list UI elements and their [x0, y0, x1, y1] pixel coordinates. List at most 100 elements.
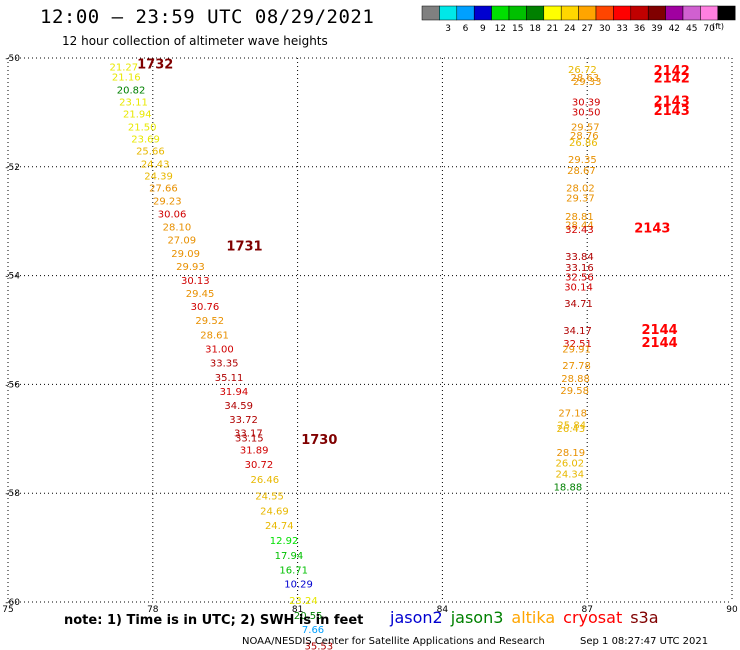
colorbar-swatch — [578, 5, 597, 21]
colorbar-tick-label: 12 — [495, 24, 506, 34]
colorbar-swatch — [456, 5, 475, 21]
swh-value-label: 21.94 — [123, 109, 152, 120]
swh-value-label: 26.43 — [556, 424, 585, 435]
swh-value-label: 33.84 — [565, 252, 594, 263]
y-tick-label: -56 — [5, 380, 20, 390]
swh-value-label: 33.17 — [234, 428, 263, 439]
swh-value-label: 28.19 — [556, 448, 585, 459]
colorbar-unit: (ft) — [712, 22, 725, 31]
swh-value-label: 32.56 — [565, 273, 594, 284]
swh-value-label: 27.18 — [558, 409, 587, 420]
y-tick-label: -58 — [5, 489, 20, 499]
colorbar-tick-label: 18 — [529, 24, 541, 34]
chart-subtitle: 12 hour collection of altimeter wave hei… — [62, 34, 328, 48]
swh-value-label: 29.93 — [176, 262, 205, 273]
colorbar-tick-label: 39 — [651, 24, 663, 34]
pass-time-label: 1730 — [301, 433, 337, 448]
colorbar-tick-label: 24 — [564, 24, 576, 34]
colorbar-swatch — [682, 5, 701, 21]
swh-value-label: 28.02 — [566, 183, 595, 194]
swh-value-label: 30.50 — [572, 107, 601, 118]
swh-value-label: 24.55 — [255, 491, 284, 502]
swh-value-label: 28.67 — [567, 166, 596, 177]
colorbar-tick-label: 33 — [616, 24, 627, 34]
satellite-legend-item: altika — [511, 608, 556, 627]
swh-value-label: 24.43 — [141, 160, 170, 171]
colorbar-tick-label: 6 — [463, 24, 469, 34]
pass-time-label: 2144 — [642, 336, 678, 351]
swh-value-label: 23.69 — [131, 135, 160, 146]
pass-time-label: 2142 — [654, 72, 690, 87]
swh-value-label: 25.66 — [136, 146, 165, 157]
swh-value-label: 31.94 — [220, 387, 249, 398]
y-tick-label: -52 — [5, 163, 20, 173]
swh-value-label: 18.88 — [554, 483, 583, 494]
swh-value-label: 29.57 — [571, 123, 600, 134]
swh-value-label: 29.52 — [195, 316, 224, 327]
colorbar-tick-label: 27 — [582, 24, 593, 34]
pass-time-label: 2144 — [642, 323, 678, 338]
colorbar-swatch — [630, 5, 649, 21]
swh-value-label: 33.72 — [229, 415, 258, 426]
swh-value-label: 24.39 — [144, 172, 173, 183]
swh-value-label: 28.81 — [565, 212, 594, 223]
swh-value-label: 33.16 — [565, 263, 594, 274]
swh-value-label: 34.59 — [224, 401, 253, 412]
swh-value-label: 29.33 — [573, 77, 602, 88]
colorbar-tick-label: 42 — [669, 24, 680, 34]
swh-value-label: 32.51 — [563, 339, 592, 350]
swh-value-label: 21.16 — [112, 72, 141, 83]
axes: 75 78 81 84 87 90 -50 -52 -54 -56 -58 -60 — [2, 54, 738, 615]
swh-value-label: 27.78 — [562, 361, 591, 372]
chart-title: 12:00 – 23:59 UTC 08/29/2021 — [40, 6, 375, 28]
swh-value-label: 29.23 — [153, 197, 182, 208]
swh-value-label: 26.72 — [568, 65, 597, 76]
pass-time-label: 2142 — [654, 64, 690, 79]
grid — [7, 57, 733, 603]
colorbar-swatch — [421, 5, 440, 21]
swh-value-label: 23.11 — [119, 98, 148, 109]
pass-time-label: 1731 — [226, 240, 262, 255]
satellite-legend: jason2 jason3 altika cryosat s3a — [390, 608, 667, 627]
swh-value-label: 28.10 — [163, 223, 192, 234]
swh-value-label: 33.35 — [210, 359, 239, 370]
colorbar-swatch — [439, 5, 458, 21]
note: note: 1) Time is in UTC; 2) SWH is in fe… — [64, 613, 364, 628]
swh-value-label: 30.13 — [181, 276, 210, 287]
swh-value-label: 30.39 — [572, 98, 601, 109]
swh-value-label: 24.74 — [265, 521, 294, 532]
swh-value-label: 28.61 — [200, 330, 229, 341]
swh-value-label: 29.37 — [566, 193, 595, 204]
colorbar-swatch — [700, 5, 719, 21]
satellite-legend-item: cryosat — [563, 608, 623, 627]
y-tick-label: -54 — [5, 272, 20, 282]
swh-value-label: 27.09 — [167, 236, 196, 247]
swh-value-label: 24.69 — [260, 507, 289, 518]
colorbar-swatch — [665, 5, 684, 21]
swh-value-label: 27.66 — [149, 183, 178, 194]
swh-value-label: 33.15 — [235, 434, 264, 445]
swh-value-label: 17.94 — [275, 551, 304, 562]
swh-value-label: 28.76 — [570, 131, 599, 142]
colorbar-tick-label: 15 — [512, 24, 523, 34]
swh-value-label: 12.92 — [270, 536, 299, 547]
swh-value-label: 30.72 — [245, 460, 274, 471]
colorbar-swatch — [543, 5, 562, 21]
swh-value-label: 29.58 — [560, 386, 589, 397]
colorbar-swatch — [647, 5, 666, 21]
swh-value-label: 34.71 — [564, 299, 593, 310]
swh-value-label: 26.02 — [556, 459, 585, 470]
swh-value-label: 28.63 — [570, 73, 599, 84]
swh-value-label: 7.66 — [302, 625, 324, 636]
credit: NOAA/NESDIS Center for Satellite Applica… — [242, 636, 545, 647]
x-tick-label: 75 — [2, 605, 13, 615]
x-tick-label: 81 — [292, 605, 303, 615]
swh-value-label: 31.89 — [240, 446, 269, 457]
colorbar-swatch — [491, 5, 510, 21]
timestamp: Sep 1 08:27:47 UTC 2021 — [580, 636, 709, 647]
colorbar-swatch — [717, 5, 736, 21]
swh-value-label: 26.46 — [250, 475, 279, 486]
swh-value-label: 28.88 — [561, 374, 590, 385]
